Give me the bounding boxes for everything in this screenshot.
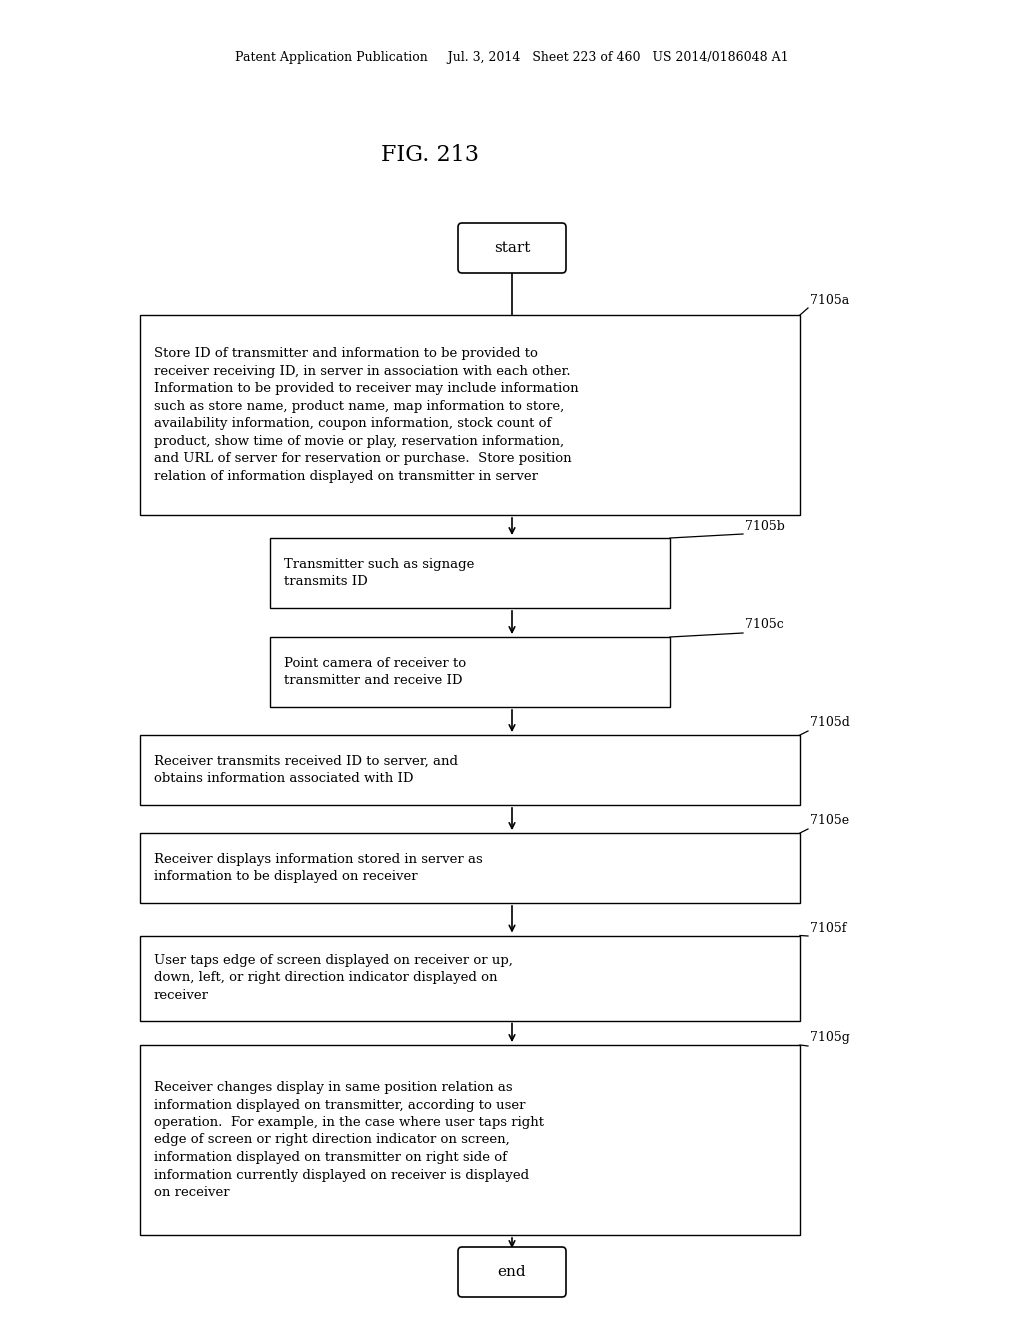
Text: 7105d: 7105d xyxy=(810,717,850,730)
Text: Receiver changes display in same position relation as
information displayed on t: Receiver changes display in same positio… xyxy=(154,1081,544,1199)
Text: 7105b: 7105b xyxy=(745,520,784,532)
Text: Receiver displays information stored in server as
information to be displayed on: Receiver displays information stored in … xyxy=(154,853,482,883)
Bar xyxy=(140,833,800,903)
Text: end: end xyxy=(498,1265,526,1279)
Bar xyxy=(140,735,800,805)
Text: 7105a: 7105a xyxy=(810,293,849,306)
Text: 7105c: 7105c xyxy=(745,619,783,631)
Text: Store ID of transmitter and information to be provided to
receiver receiving ID,: Store ID of transmitter and information … xyxy=(154,347,579,483)
Text: FIG. 213: FIG. 213 xyxy=(381,144,479,166)
Text: 7105e: 7105e xyxy=(810,814,849,828)
Text: Patent Application Publication     Jul. 3, 2014   Sheet 223 of 460   US 2014/018: Patent Application Publication Jul. 3, 2… xyxy=(236,51,788,65)
Text: Receiver transmits received ID to server, and
obtains information associated wit: Receiver transmits received ID to server… xyxy=(154,755,458,785)
Text: 7105g: 7105g xyxy=(810,1031,850,1044)
FancyBboxPatch shape xyxy=(458,1247,566,1298)
Text: 7105f: 7105f xyxy=(810,921,847,935)
Bar xyxy=(140,1045,800,1236)
Bar xyxy=(140,315,800,515)
Text: Point camera of receiver to
transmitter and receive ID: Point camera of receiver to transmitter … xyxy=(284,657,466,688)
Bar xyxy=(140,936,800,1020)
Bar xyxy=(270,638,670,708)
Text: Transmitter such as signage
transmits ID: Transmitter such as signage transmits ID xyxy=(284,558,474,589)
Text: start: start xyxy=(494,242,530,255)
FancyBboxPatch shape xyxy=(458,223,566,273)
Text: User taps edge of screen displayed on receiver or up,
down, left, or right direc: User taps edge of screen displayed on re… xyxy=(154,954,513,1002)
Bar xyxy=(270,539,670,609)
